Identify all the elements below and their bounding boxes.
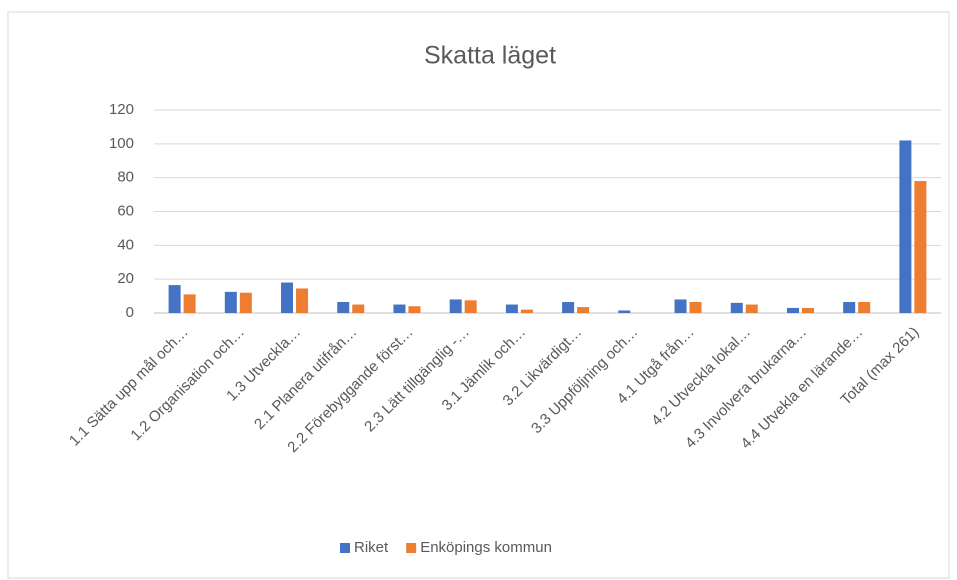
bar [168,285,181,313]
bar [745,304,758,313]
bar [449,299,462,313]
y-tick-label: 80 [117,169,134,186]
bar [899,140,912,313]
y-tick-label: 60 [117,202,134,219]
bar [801,307,814,313]
bar [337,302,350,313]
bar [505,304,518,313]
bar [464,300,477,313]
chart-title: Skatta läget [424,42,556,70]
bar [393,304,406,313]
bar [858,302,871,313]
bar [689,302,702,313]
bar [674,299,687,313]
legend-swatch [406,543,417,553]
bar [408,306,421,313]
bar [520,309,533,313]
legend-label: Riket [354,539,389,556]
legend-label: Enköpings kommun [420,539,552,556]
y-tick-label: 40 [117,236,134,253]
y-tick-label: 100 [109,135,134,152]
legend-swatch [340,543,350,553]
bar [562,302,575,313]
bar [914,181,927,313]
bar [183,294,196,313]
bar [577,307,590,313]
y-tick-label: 0 [126,304,134,321]
bar [843,302,856,313]
bar [224,291,237,313]
bar [296,288,309,313]
bar [786,307,799,313]
y-tick-label: 120 [109,101,134,118]
y-tick-label: 20 [117,270,134,287]
bar [352,304,365,313]
chart-border [7,11,950,579]
bar [239,292,252,313]
bar [618,310,631,313]
bar [281,282,294,313]
bar [730,302,743,313]
